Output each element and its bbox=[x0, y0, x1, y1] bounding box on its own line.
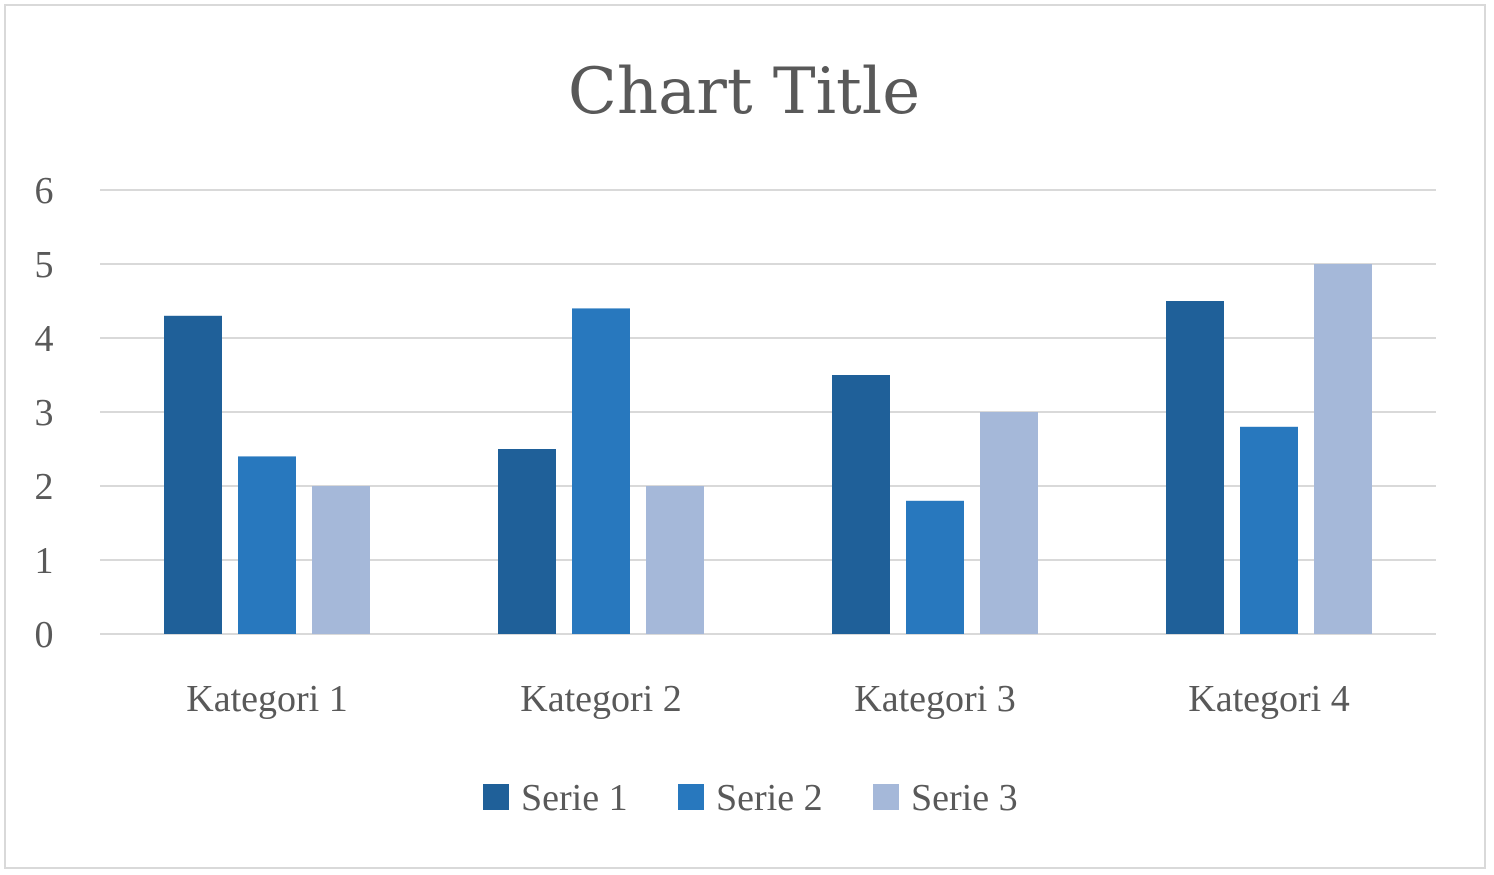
legend-swatch-3 bbox=[873, 784, 899, 810]
chart-title: Chart Title bbox=[568, 55, 920, 129]
y-tick-label: 4 bbox=[35, 318, 54, 360]
bar-3-1 bbox=[312, 486, 370, 634]
bar-2-4 bbox=[1240, 426, 1298, 634]
bar-1-2 bbox=[498, 449, 556, 634]
bar-2-1 bbox=[238, 456, 296, 634]
category-label: Kategori 3 bbox=[854, 678, 1015, 720]
bar-3-2 bbox=[646, 486, 704, 634]
y-tick-label: 5 bbox=[35, 244, 54, 286]
category-label: Kategori 2 bbox=[520, 678, 681, 720]
bar-3-3 bbox=[980, 412, 1038, 634]
y-tick-label: 2 bbox=[35, 466, 54, 508]
legend-label-3: Serie 3 bbox=[911, 777, 1018, 819]
bar-2-3 bbox=[906, 500, 964, 634]
legend: Serie 1 Serie 2 Serie 3 bbox=[483, 777, 1018, 819]
bars bbox=[164, 264, 1372, 634]
bar-1-4 bbox=[1166, 301, 1224, 634]
legend-swatch-2 bbox=[678, 784, 704, 810]
y-tick-label: 6 bbox=[35, 170, 54, 212]
chart-frame bbox=[4, 4, 1486, 869]
legend-label-2: Serie 2 bbox=[716, 777, 823, 819]
legend-swatch-1 bbox=[483, 784, 509, 810]
bar-1-1 bbox=[164, 315, 222, 634]
y-tick-label: 3 bbox=[35, 392, 54, 434]
bar-3-4 bbox=[1314, 264, 1372, 634]
category-label: Kategori 4 bbox=[1188, 678, 1349, 720]
bar-2-2 bbox=[572, 308, 630, 634]
gridlines bbox=[100, 189, 1436, 635]
y-tick-label: 1 bbox=[35, 540, 54, 582]
legend-label-1: Serie 1 bbox=[521, 777, 628, 819]
bar-1-3 bbox=[832, 375, 890, 634]
category-label: Kategori 1 bbox=[186, 678, 347, 720]
x-axis-category-labels: Kategori 1 Kategori 2 Kategori 3 Kategori 4 bbox=[186, 678, 1349, 720]
y-axis-tick-labels: 0 1 2 3 4 5 6 bbox=[35, 170, 54, 656]
y-tick-label: 0 bbox=[35, 614, 54, 656]
